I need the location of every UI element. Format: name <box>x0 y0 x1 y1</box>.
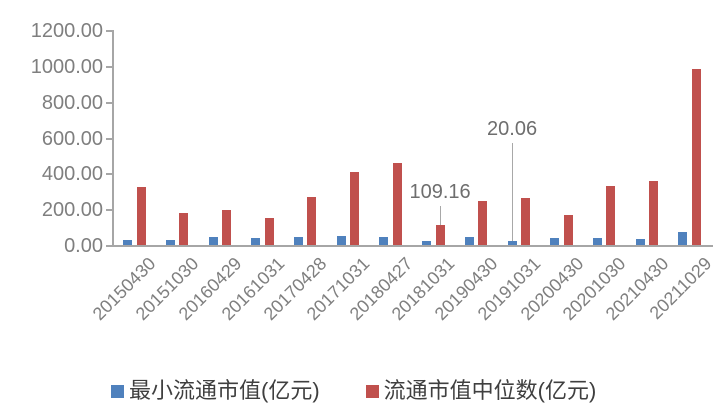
legend-swatch-blue <box>111 384 124 398</box>
legend-label-min-market-cap: 最小流通市值(亿元) <box>129 378 320 403</box>
legend-item-min-market-cap: 最小流通市值(亿元) <box>111 379 320 403</box>
bar-blue-20190430 <box>464 236 474 245</box>
legend-item-median-market-cap: 流通市值中位数(亿元) <box>365 378 597 403</box>
y-tick-label-800.00: 800.00 <box>41 91 103 114</box>
y-tick-label-400.00: 400.00 <box>41 163 103 186</box>
bar-red-20180427 <box>392 162 402 245</box>
bar-blue-20200430 <box>550 238 560 245</box>
bar-blue-20150430 <box>123 239 133 245</box>
bar-red-20161031 <box>264 218 274 245</box>
legend-swatch-red <box>365 384 379 398</box>
x-axis-line <box>108 245 713 247</box>
bar-red-20160429 <box>221 210 231 245</box>
bar-red-20201030 <box>606 185 616 245</box>
bar-red-20210430 <box>649 181 659 245</box>
bar-blue-20160429 <box>208 236 218 245</box>
y-tick-mark <box>106 65 112 68</box>
annotation-label-109.16: 109.16 <box>409 181 471 204</box>
bar-red-20151030 <box>179 212 189 245</box>
y-tick-label-200.00: 200.00 <box>41 199 103 222</box>
bar-blue-20211029 <box>678 231 688 245</box>
y-tick-mark <box>106 173 112 176</box>
bar-blue-20181031 <box>422 241 432 245</box>
bar-red-20170428 <box>307 197 317 245</box>
y-tick-label-1200.00: 1200.00 <box>30 20 103 42</box>
y-tick-mark <box>106 101 112 104</box>
bar-blue-20201030 <box>593 237 602 245</box>
y-tick-label-1000.00: 1000.00 <box>30 55 103 78</box>
y-tick-label-600.00: 600.00 <box>41 127 103 150</box>
annotation-label-20.06: 20.06 <box>487 118 538 141</box>
legend: 最小流通市值(亿元) 流通市值中位数(亿元) <box>111 379 596 403</box>
bar-red-20150430 <box>136 186 146 245</box>
bar-blue-20161031 <box>251 237 261 245</box>
annotation-leader-line <box>512 143 514 242</box>
bar-red-20211029 <box>691 68 701 245</box>
bar-blue-20180427 <box>379 237 389 245</box>
bar-red-20191031 <box>520 198 530 245</box>
y-tick-label-0.00: 0.00 <box>64 235 103 257</box>
bar-blue-20151030 <box>165 239 175 245</box>
bar-blue-20210430 <box>635 239 645 245</box>
annotation-leader-line <box>440 206 442 226</box>
bar-blue-20171031 <box>336 235 346 245</box>
bar-red-20190430 <box>478 200 488 245</box>
y-tick-mark <box>106 245 112 247</box>
y-axis-line <box>112 30 114 246</box>
y-tick-mark <box>106 209 112 212</box>
bar-red-20200430 <box>563 215 573 245</box>
bar-blue-20191031 <box>507 241 517 245</box>
y-tick-mark <box>106 137 112 140</box>
bar-blue-20170428 <box>294 236 303 245</box>
bar-red-20171031 <box>350 172 360 245</box>
y-tick-mark <box>106 30 112 32</box>
bar-red-20181031 <box>435 225 445 245</box>
legend-label-median-market-cap: 流通市值中位数(亿元) <box>383 378 597 403</box>
